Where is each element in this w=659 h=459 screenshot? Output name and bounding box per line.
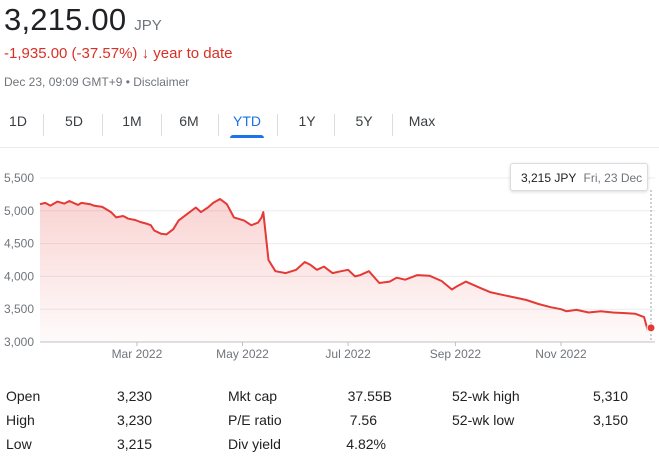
hover-tooltip: 3,215 JPY Fri, 23 Dec: [510, 163, 648, 191]
x-tick-label: Sep 2022: [430, 347, 482, 361]
tab-label: 5Y: [355, 113, 373, 129]
tab-label: 1D: [9, 113, 27, 129]
y-axis-labels: 3,000 3,500 4,000 4,500 5,000 5,500: [4, 171, 34, 349]
current-price: 3,215.00: [4, 2, 127, 37]
stat-high-label: High: [6, 412, 35, 428]
tab-divider: [334, 114, 335, 136]
stat-52wk-high-label: 52-wk high: [452, 388, 520, 404]
tab-label: 6M: [179, 113, 199, 129]
stat-pe-ratio-value: 7.56: [349, 412, 377, 428]
tab-divider: [392, 114, 393, 136]
tab-5d[interactable]: 5D: [56, 108, 92, 138]
tab-divider: [277, 114, 278, 136]
change-period: year to date: [153, 45, 233, 62]
tabs-divider: [0, 147, 659, 148]
price-line: [39, 198, 652, 331]
tab-label: YTD: [233, 113, 261, 129]
tooltip-value: 3,215 JPY: [521, 171, 577, 185]
price-header: 3,215.00 JPY: [4, 2, 162, 38]
y-tick-label: 5,000: [4, 204, 34, 218]
stat-52wk-high-value: 5,310: [592, 388, 628, 404]
last-price-marker: [646, 323, 656, 333]
stat-mkt-cap-value: 37.55B: [347, 388, 392, 404]
stat-open-label: Open: [6, 388, 41, 404]
x-tick-label: Jul 2022: [325, 347, 371, 361]
price-change: -1,935.00 (-37.57%) ↓ year to date: [4, 45, 232, 62]
key-stats: Open 3,230 High 3,230 Low 3,215 Mkt cap …: [0, 380, 659, 455]
y-tick-label: 4,500: [4, 237, 34, 251]
tab-1y[interactable]: 1Y: [289, 108, 325, 138]
y-tick-label: 3,000: [4, 335, 34, 349]
y-tick-label: 5,500: [4, 171, 34, 185]
stat-low-value: 3,215: [116, 436, 152, 452]
tab-label: 5D: [65, 113, 83, 129]
x-axis-ticks: Mar 2022 May 2022 Jul 2022 Sep 2022 Nov 2022: [112, 342, 587, 361]
range-tabs: 1D 5D 1M 6M YTD 1Y 5Y Max: [0, 108, 659, 142]
tab-6m[interactable]: 6M: [171, 108, 207, 138]
stat-low-label: Low: [6, 436, 32, 452]
y-tick-label: 4,000: [4, 269, 34, 283]
x-tick-label: May 2022: [216, 347, 269, 361]
stat-div-yield-value: 4.82%: [346, 436, 386, 452]
stat-div-yield-label: Div yield: [228, 436, 281, 452]
y-tick-label: 3,500: [4, 302, 34, 316]
tab-label: Max: [408, 113, 436, 129]
change-value: -1,935.00 (-37.57%): [4, 45, 138, 62]
tab-ytd[interactable]: YTD: [228, 108, 266, 138]
tab-max[interactable]: Max: [402, 108, 442, 138]
stat-52wk-low-value: 3,150: [592, 412, 628, 428]
tab-5y[interactable]: 5Y: [346, 108, 382, 138]
x-tick-label: Nov 2022: [535, 347, 587, 361]
stat-open-value: 3,230: [116, 388, 152, 404]
timestamp-disclaimer[interactable]: Dec 23, 09:09 GMT+9 • Disclaimer: [4, 75, 190, 89]
x-tick-label: Mar 2022: [112, 347, 163, 361]
stat-mkt-cap-label: Mkt cap: [228, 388, 278, 404]
tab-1d[interactable]: 1D: [2, 108, 34, 138]
tooltip-date: Fri, 23 Dec: [583, 171, 643, 185]
tab-1m[interactable]: 1M: [113, 108, 151, 138]
down-arrow-icon: ↓: [141, 45, 150, 62]
tab-divider: [102, 114, 103, 136]
tab-divider: [43, 114, 44, 136]
active-tab-indicator: [230, 135, 264, 138]
tab-label: 1Y: [298, 113, 316, 129]
tab-label: 1M: [122, 113, 142, 129]
tab-divider: [161, 114, 162, 136]
currency-code: JPY: [134, 17, 162, 34]
stat-pe-ratio-label: P/E ratio: [228, 412, 282, 428]
stat-high-value: 3,230: [116, 412, 152, 428]
tab-divider: [218, 114, 219, 136]
stat-52wk-low-label: 52-wk low: [452, 412, 515, 428]
